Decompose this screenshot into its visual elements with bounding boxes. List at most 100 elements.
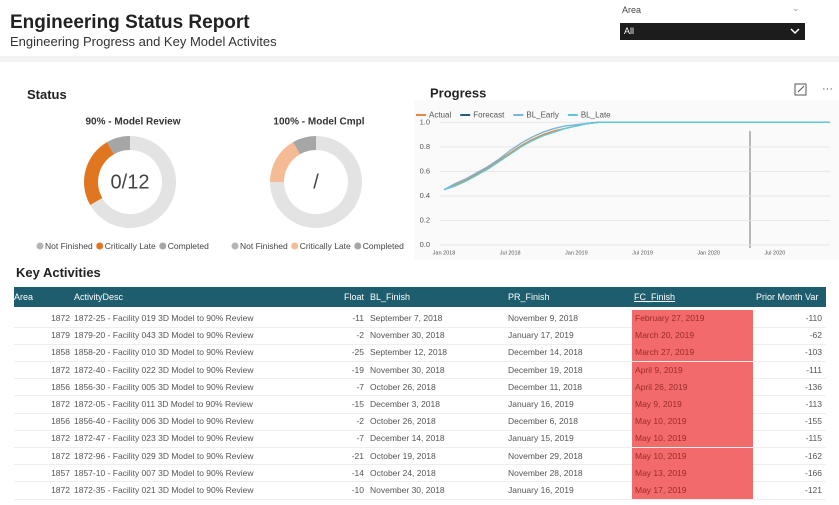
table-cell: 1872 [51, 485, 70, 495]
table-cell: 1872 [51, 364, 70, 375]
table-cell: 1872-25 - Facility 019 3D Model to 90% R… [74, 313, 254, 323]
table-cell: 1872-40 - Facility 022 3D Model to 90% R… [74, 364, 254, 375]
legend-label: Critically Late [300, 241, 351, 251]
progress-panel [414, 100, 839, 260]
x-tick-label: Jan 2020 [697, 250, 720, 256]
table-cell: -111 [806, 364, 822, 375]
x-tick-label: Jan 2018 [433, 250, 456, 256]
table-cell: January 16, 2019 [508, 399, 574, 409]
row-divider [14, 360, 826, 362]
x-tick-label: Jan 2019 [565, 250, 588, 256]
y-tick-label: 0.8 [420, 142, 430, 151]
table-cell: 1879-20 - Facility 043 3D Model to 90% R… [74, 330, 254, 341]
table-cell: -15 [351, 399, 364, 409]
report-title: Engineering Status Report [10, 12, 250, 33]
y-tick-label: 0.2 [420, 215, 430, 224]
table-cell: October 19, 2018 [370, 450, 436, 461]
row-divider [14, 378, 826, 380]
table-cell: -11 [352, 313, 364, 323]
table-cell: May 10, 2019 [632, 413, 753, 431]
legend-dot [291, 242, 299, 250]
table-cell: December 6, 2018 [508, 416, 578, 427]
column-header[interactable]: Area [14, 292, 34, 302]
charts: ··· 90% - Model Review 0/12 Not Finished Cr… [36, 82, 839, 260]
focus-icon[interactable] [794, 83, 807, 96]
table-header: Area ActivityDesc Float BL_Finish PR_Finish F… [14, 287, 826, 307]
table-cell: November 29, 2018 [508, 450, 583, 461]
series-line [443, 125, 577, 191]
table-cell: November 28, 2018 [508, 467, 583, 478]
chevron [790, 28, 800, 35]
table-cell: April 26, 2019 [632, 378, 753, 396]
table-cell: 1879 [51, 330, 70, 341]
x-tick-label: Jul 2019 [632, 250, 653, 256]
column-header[interactable]: PR_Finish [508, 292, 550, 302]
table-cell: 1872-35 - Facility 021 3D Model to 90% R… [74, 485, 254, 495]
column-header[interactable]: ActivityDesc [74, 292, 124, 302]
report-subtitle: Engineering Progress and Key Model Activ… [10, 34, 277, 49]
x-tick-label: Jul 2020 [764, 250, 785, 256]
table-cell: -166 [804, 467, 822, 478]
legend-dot [231, 242, 239, 250]
table-cell: December 14, 2018 [508, 347, 583, 358]
table-cell: May 10, 2019 [632, 430, 753, 448]
table-cell: October 26, 2018 [370, 416, 436, 427]
table-cell: -19 [351, 364, 364, 375]
column-header[interactable]: BL_Finish [370, 292, 411, 302]
more-icon[interactable]: ··· [822, 83, 833, 95]
table-cell: December 14, 2018 [370, 433, 445, 444]
table-cell: April 9, 2019 [632, 361, 753, 379]
table-cell: -115 [805, 433, 822, 444]
table-cell: -10 [351, 485, 364, 495]
filter-clear[interactable]: ⌄ [792, 3, 800, 13]
table-cell: -7 [356, 381, 364, 392]
y-tick-label: 0.6 [420, 166, 430, 175]
table-cell: September 7, 2018 [370, 313, 443, 323]
table-cell: -14 [351, 467, 364, 478]
table-title: Key Activities [16, 265, 101, 280]
donut-center: 0/12 [111, 171, 150, 193]
table-cell: 1857-10 - Facility 007 3D Model to 90% R… [74, 467, 254, 478]
table-cell: November 30, 2018 [370, 330, 445, 341]
y-tick-label: 0.4 [420, 191, 430, 200]
table-cell: -113 [805, 399, 822, 409]
table-cell: -21 [351, 450, 364, 461]
donut-segment [270, 136, 362, 228]
row-divider [14, 326, 826, 328]
table-cell: 1856 [51, 416, 70, 427]
donut-segment [83, 142, 114, 205]
row-divider [14, 429, 826, 431]
table-cell: -162 [804, 450, 822, 461]
column-header[interactable]: FC_Finish [634, 292, 676, 302]
filter-dropdown[interactable]: All [620, 23, 805, 40]
donut-center: / [313, 171, 319, 193]
table-cell: 1858 [51, 347, 70, 358]
column-header[interactable]: Prior Month Var [756, 292, 819, 302]
table-cell: -2 [356, 330, 364, 341]
legend-label: Completed [168, 241, 209, 251]
donut-segment [90, 136, 176, 228]
legend-label: Actual [429, 111, 451, 120]
activities-table: Area ActivityDesc Float BL_Finish PR_Finish F… [14, 287, 826, 500]
column-header[interactable]: Float [344, 292, 364, 302]
row-divider [14, 464, 826, 466]
table-cell: 1872-05 - Facility 011 3D Model to 90% R… [74, 399, 253, 409]
table-cell: 1872-96 - Facility 029 3D Model to 90% R… [74, 450, 254, 461]
legend-label: BL_Late [581, 111, 611, 120]
chart-title: Progress [430, 85, 486, 100]
legend-label: Completed [363, 241, 404, 251]
table-cell: 1872 [51, 313, 70, 323]
table-cell: January 15, 2019 [508, 433, 574, 444]
table-cell: -103 [804, 347, 822, 358]
row-divider [14, 481, 826, 483]
table-cell: May 9, 2019 [632, 396, 753, 413]
table-cell: November 30, 2018 [370, 364, 445, 375]
table-cell: 1872 [51, 399, 70, 409]
table-cell: 1872 [51, 450, 70, 461]
donut-segment [270, 142, 300, 182]
legend-label: Not Finished [240, 241, 288, 251]
series-line [443, 121, 830, 191]
table-cell: 1858-20 - Facility 010 3D Model to 90% R… [74, 347, 254, 358]
table-cell: 1856-30 - Facility 005 3D Model to 90% R… [74, 381, 254, 392]
table-cell: May 17, 2019 [632, 482, 753, 499]
